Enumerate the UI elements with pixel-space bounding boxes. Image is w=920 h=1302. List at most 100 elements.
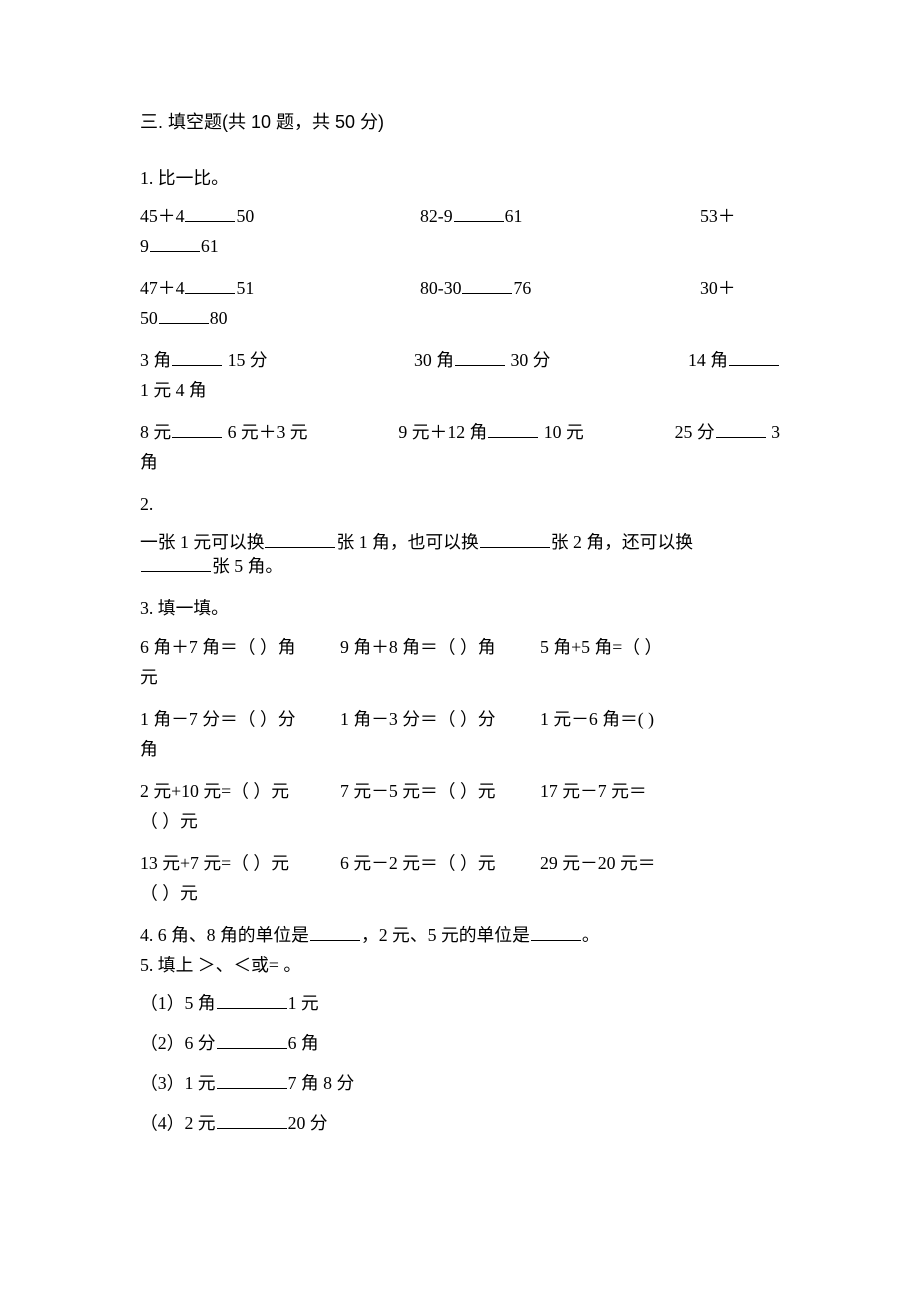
q1-row1: 45＋450 82-961 53＋	[140, 204, 780, 228]
q3-r4-tail: （ ）元	[140, 881, 780, 905]
blank[interactable]	[185, 276, 235, 294]
q1-r3-c3: 14 角	[688, 348, 780, 372]
q3-r3-tail: （ ）元	[140, 809, 780, 833]
q1-r2-c2: 80-3076	[420, 276, 630, 300]
q1-r1-tail: 961	[140, 234, 780, 258]
blank[interactable]	[172, 348, 222, 366]
q1-r2-tail-b: 80	[210, 308, 228, 328]
q3-row3: 2 元+10 元=（ ）元 7 元－5 元＝（ ）元 17 元－7 元＝	[140, 779, 780, 803]
q2-stem: 2.	[140, 492, 780, 516]
q3-r2-c3: 1 元－6 角＝( )	[540, 707, 740, 731]
blank[interactable]	[454, 204, 504, 222]
q5-i1-a: （1）5 角	[140, 993, 216, 1013]
q5-i4-b: 20 分	[288, 1113, 328, 1133]
q1-r1-c1a: 45＋4	[140, 206, 184, 226]
q1-r3-tail: 1 元 4 角	[140, 378, 780, 402]
q1-r1-c1: 45＋4 50	[140, 204, 350, 228]
q1-r4-c2a: 9 元＋12 角	[398, 422, 487, 442]
q1-r3-c2: 30 角 30 分	[414, 348, 624, 372]
q1-row3: 3 角 15 分 30 角 30 分 14 角	[140, 348, 780, 372]
q1-r3-c2a: 30 角	[414, 350, 454, 370]
q1-row4: 8 元 6 元＋3 元 9 元＋12 角 10 元 25 分 3	[140, 420, 780, 444]
page: 三. 填空题(共 10 题，共 50 分) 1. 比一比。 45＋4 50 82-…	[0, 0, 920, 1231]
blank[interactable]	[217, 1031, 287, 1049]
q3-r2-c1: 1 角－7 分＝（ ）分	[140, 707, 340, 731]
q3-r4-c1: 13 元+7 元=（ ）元	[140, 851, 340, 875]
q3-stem: 3. 填一填。	[140, 596, 780, 620]
q4-b: ，2 元、5 元的单位是	[361, 925, 530, 945]
q1-stem: 1. 比一比。	[140, 166, 780, 190]
q1-r4-c1a: 8 元	[140, 422, 171, 442]
q1-r3-c3a: 14 角	[688, 350, 728, 370]
q1-r1-c2: 82-961	[420, 204, 630, 228]
blank[interactable]	[310, 923, 360, 941]
q4-line: 4. 6 角、8 角的单位是 ，2 元、5 元的单位是 。	[140, 923, 780, 947]
q1-r3-c2b: 30 分	[506, 350, 550, 370]
q1-r2-c1: 47＋4 51	[140, 276, 350, 300]
q5-item2: （2）6 分 6 角	[140, 1031, 780, 1055]
q5-item1: （1）5 角 1 元	[140, 991, 780, 1015]
blank[interactable]	[265, 531, 335, 549]
q1-r2-tail-a: 50	[140, 308, 158, 328]
q5-i3-b: 7 角 8 分	[288, 1073, 355, 1093]
q1-r2-c3: 30＋	[700, 276, 780, 300]
q3-r1-c3: 5 角+5 角=（ ）	[540, 635, 740, 659]
blank[interactable]	[488, 421, 538, 439]
q1-r4-tail: 角	[140, 450, 780, 474]
blank[interactable]	[217, 991, 287, 1009]
q1-r2-tail: 50 80	[140, 306, 780, 330]
blank[interactable]	[172, 421, 222, 439]
q1-r2-c2b: 76	[513, 278, 531, 298]
q1-r1-c1b: 50	[236, 206, 254, 226]
blank[interactable]	[159, 306, 209, 324]
q2-line1: 一张 1 元可以换张 1 角，也可以换张 2 角，还可以换	[140, 530, 780, 554]
q1-r3-c1b: 15 分	[223, 350, 267, 370]
q1-r4-c2: 9 元＋12 角 10 元	[398, 420, 583, 444]
blank[interactable]	[185, 204, 235, 222]
q2-l1-b: 张 1 角，也可以换	[336, 532, 478, 552]
q4-c: 。	[582, 925, 600, 945]
q1-r2-c1b: 51	[236, 278, 254, 298]
q1-r4-c3a: 25 分	[675, 422, 715, 442]
q3-row1: 6 角＋7 角＝（ ）角 9 角＋8 角＝（ ）角 5 角+5 角=（ ）	[140, 635, 780, 659]
blank[interactable]	[716, 421, 766, 439]
blank[interactable]	[729, 348, 779, 366]
q5-item4: （4）2 元 20 分	[140, 1111, 780, 1135]
q5-stem: 5. 填上 ＞、＜或= 。	[140, 953, 780, 977]
blank[interactable]	[217, 1111, 287, 1129]
blank[interactable]	[480, 531, 550, 549]
q1-r1-c2b: 61	[505, 206, 523, 226]
q3-r2-c2: 1 角－3 分＝（ ）分	[340, 707, 540, 731]
q3-r1-c2: 9 角＋8 角＝（ ）角	[340, 635, 540, 659]
q5-i1-b: 1 元	[288, 993, 319, 1013]
blank[interactable]	[217, 1071, 287, 1089]
q5-i2-a: （2）6 分	[140, 1033, 216, 1053]
blank[interactable]	[531, 923, 581, 941]
q5-i3-a: （3）1 元	[140, 1073, 216, 1093]
blank[interactable]	[141, 555, 211, 573]
q1-r4-c3b: 3	[767, 422, 780, 442]
q3-r4-c2: 6 元－2 元＝（ ）元	[340, 851, 540, 875]
q2-l1-c: 张 2 角，还可以换	[551, 532, 693, 552]
blank[interactable]	[455, 348, 505, 366]
q1-r4-c1b: 6 元＋3 元	[223, 422, 307, 442]
blank[interactable]	[150, 234, 200, 252]
q3-r3-c2: 7 元－5 元＝（ ）元	[340, 779, 540, 803]
blank[interactable]	[462, 276, 512, 294]
q3-row4: 13 元+7 元=（ ）元 6 元－2 元＝（ ）元 29 元－20 元＝	[140, 851, 780, 875]
q5-i2-b: 6 角	[288, 1033, 319, 1053]
q1-r4-c1: 8 元 6 元＋3 元	[140, 420, 308, 444]
q3-r1-tail: 元	[140, 665, 780, 689]
q4-a: 4. 6 角、8 角的单位是	[140, 925, 309, 945]
q1-row2: 47＋4 51 80-3076 30＋	[140, 276, 780, 300]
q3-row2: 1 角－7 分＝（ ）分 1 角－3 分＝（ ）分 1 元－6 角＝( )	[140, 707, 780, 731]
section-title: 三. 填空题(共 10 题，共 50 分)	[140, 110, 780, 134]
q3-r2-tail: 角	[140, 737, 780, 761]
q1-r4-c3: 25 分 3	[675, 420, 780, 444]
q5-i4-a: （4）2 元	[140, 1113, 216, 1133]
q1-r1-tail-a: 9	[140, 236, 149, 256]
q2-line2: 张 5 角。	[140, 554, 780, 578]
q5-item3: （3）1 元 7 角 8 分	[140, 1071, 780, 1095]
q3-r3-c1: 2 元+10 元=（ ）元	[140, 779, 340, 803]
q1-r2-c1a: 47＋4	[140, 278, 184, 298]
